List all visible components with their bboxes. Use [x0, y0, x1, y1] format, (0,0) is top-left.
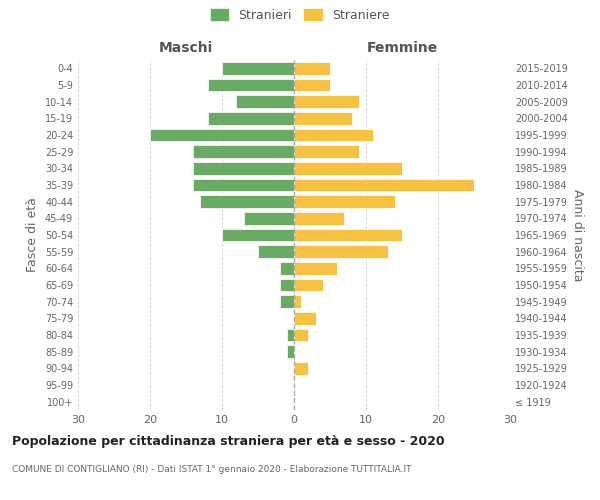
Bar: [294, 196, 395, 208]
Bar: [222, 229, 294, 241]
Bar: [150, 129, 294, 141]
Bar: [294, 179, 474, 192]
Bar: [287, 346, 294, 358]
Bar: [208, 79, 294, 92]
Bar: [294, 146, 359, 158]
Bar: [244, 212, 294, 224]
Bar: [294, 212, 344, 224]
Bar: [294, 329, 308, 341]
Bar: [294, 162, 402, 174]
Bar: [294, 362, 308, 374]
Y-axis label: Fasce di età: Fasce di età: [26, 198, 39, 272]
Bar: [287, 329, 294, 341]
Bar: [193, 179, 294, 192]
Bar: [294, 129, 373, 141]
Bar: [193, 146, 294, 158]
Bar: [236, 96, 294, 108]
Bar: [280, 279, 294, 291]
Text: Femmine: Femmine: [367, 41, 437, 55]
Text: Popolazione per cittadinanza straniera per età e sesso - 2020: Popolazione per cittadinanza straniera p…: [12, 435, 445, 448]
Bar: [294, 279, 323, 291]
Bar: [258, 246, 294, 258]
Bar: [294, 112, 352, 124]
Bar: [280, 296, 294, 308]
Legend: Stranieri, Straniere: Stranieri, Straniere: [211, 8, 389, 22]
Text: Maschi: Maschi: [159, 41, 213, 55]
Y-axis label: Anni di nascita: Anni di nascita: [571, 188, 584, 281]
Bar: [294, 262, 337, 274]
Bar: [222, 62, 294, 74]
Bar: [193, 162, 294, 174]
Bar: [294, 79, 330, 92]
Text: COMUNE DI CONTIGLIANO (RI) - Dati ISTAT 1° gennaio 2020 - Elaborazione TUTTITALI: COMUNE DI CONTIGLIANO (RI) - Dati ISTAT …: [12, 465, 412, 474]
Bar: [294, 62, 330, 74]
Bar: [294, 296, 301, 308]
Bar: [294, 246, 388, 258]
Bar: [294, 96, 359, 108]
Bar: [294, 312, 316, 324]
Bar: [280, 262, 294, 274]
Bar: [200, 196, 294, 208]
Bar: [208, 112, 294, 124]
Bar: [294, 229, 402, 241]
